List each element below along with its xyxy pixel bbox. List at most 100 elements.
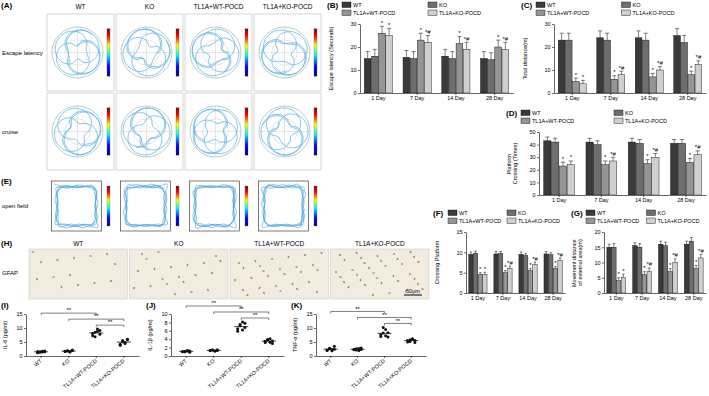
- tick-label: 10: [529, 180, 535, 186]
- significance-label: *: [554, 260, 557, 266]
- legend-item: TL1A+WT-POCD: [536, 10, 589, 16]
- bar: [371, 56, 378, 93]
- image-frame: [130, 249, 229, 299]
- color-bar: [107, 108, 110, 155]
- tick-mark: [169, 314, 171, 315]
- significance-bracket: [214, 312, 269, 314]
- bar: [565, 40, 572, 93]
- stained-cell: [145, 258, 148, 260]
- bar: [567, 165, 574, 195]
- stained-cell: [380, 282, 382, 285]
- tick: 5: [309, 339, 316, 345]
- bar: [503, 273, 507, 293]
- stained-cell: [388, 292, 391, 295]
- point: [328, 347, 331, 350]
- plot-marks: [179, 320, 276, 353]
- stained-cell: [307, 281, 310, 284]
- legend-item: WT: [536, 2, 556, 8]
- legend-label: TL1A+WT-POCD: [353, 10, 395, 16]
- tick: 5: [459, 270, 466, 276]
- error-bar: [465, 42, 469, 49]
- tick-label: KO: [206, 357, 216, 367]
- axis-line: [467, 293, 566, 294]
- axis-line: [171, 315, 172, 357]
- tick-label: 30: [529, 154, 535, 160]
- tick: 2: [164, 345, 171, 351]
- tick-label: 50: [529, 129, 535, 135]
- point: [188, 349, 191, 352]
- bar: [689, 241, 693, 293]
- tick-label: 10: [594, 260, 600, 266]
- point: [126, 338, 129, 341]
- tick: 1 Day: [552, 195, 567, 203]
- tick-label: KO: [350, 357, 360, 367]
- tick: 1 Day: [609, 293, 624, 301]
- tick-mark: [68, 356, 69, 358]
- tick-label: 0: [532, 192, 535, 198]
- error-bar: [450, 52, 454, 59]
- bar: [607, 247, 611, 293]
- mean-line: [34, 351, 48, 352]
- panel-label: (A): [1, 1, 12, 10]
- legend-item: KO: [614, 110, 634, 116]
- bar: [609, 161, 616, 195]
- tick-mark: [602, 293, 604, 294]
- significance-label: *#: [557, 252, 563, 258]
- error-bar: [549, 253, 552, 255]
- image-frame: [185, 93, 252, 170]
- axis-line: [604, 233, 605, 294]
- tick: 7 Day: [496, 293, 511, 301]
- tick-mark: [169, 339, 171, 340]
- pool-quadrants: [52, 27, 103, 78]
- bar: [633, 246, 637, 293]
- column-label: KO: [145, 3, 154, 10]
- legend-swatch: [428, 10, 437, 16]
- axis-line: [360, 25, 361, 94]
- legend-label: WT: [353, 2, 362, 8]
- maze-image: [185, 14, 252, 91]
- point: [266, 338, 269, 341]
- legend-swatch: [342, 2, 351, 8]
- tick-label: 6: [164, 328, 167, 334]
- significance-bracket: [41, 313, 96, 315]
- color-bar: [176, 108, 179, 155]
- tick-label: 14 Day: [641, 95, 659, 101]
- scale-bar-label: 50μm: [406, 288, 420, 294]
- legend-item: TL1A+KO-POCD: [507, 218, 560, 224]
- significance-label: *: [458, 30, 461, 36]
- error-bar: [553, 138, 557, 142]
- panel-label: (B): [327, 1, 338, 10]
- error-bar: [443, 49, 447, 56]
- bar: [558, 260, 562, 293]
- legend-item: TL1A+WT-POCD: [448, 218, 501, 224]
- bar: [498, 254, 502, 293]
- tick-mark: [314, 342, 316, 343]
- stained-cell: [315, 291, 318, 294]
- axis-title: Movement distance of external area(m): [571, 238, 583, 287]
- swim-track: [261, 108, 308, 155]
- swim-track: [193, 109, 237, 154]
- significance-label: *#: [425, 29, 431, 35]
- tick-mark: [464, 232, 466, 233]
- significance-label: *: [388, 22, 391, 28]
- tick-mark: [384, 356, 385, 358]
- stained-cell: [271, 258, 274, 260]
- bar: [635, 38, 642, 93]
- stained-cell: [421, 288, 424, 291]
- tick-label: 10: [16, 325, 22, 331]
- error-bar: [387, 29, 391, 36]
- stained-cell: [40, 261, 42, 264]
- tick-mark: [314, 314, 316, 315]
- image-frame: [185, 14, 252, 91]
- tick-mark: [169, 331, 171, 332]
- bar: [673, 263, 677, 294]
- color-bar: [245, 29, 248, 76]
- tick: 14 Day: [659, 293, 677, 301]
- bar: [449, 59, 456, 94]
- stained-cell: [113, 263, 116, 266]
- error-bar: [581, 80, 585, 83]
- error-bar: [489, 53, 493, 60]
- tick: 6: [164, 328, 171, 334]
- error-bar: [612, 76, 616, 79]
- tick: WT: [322, 356, 333, 368]
